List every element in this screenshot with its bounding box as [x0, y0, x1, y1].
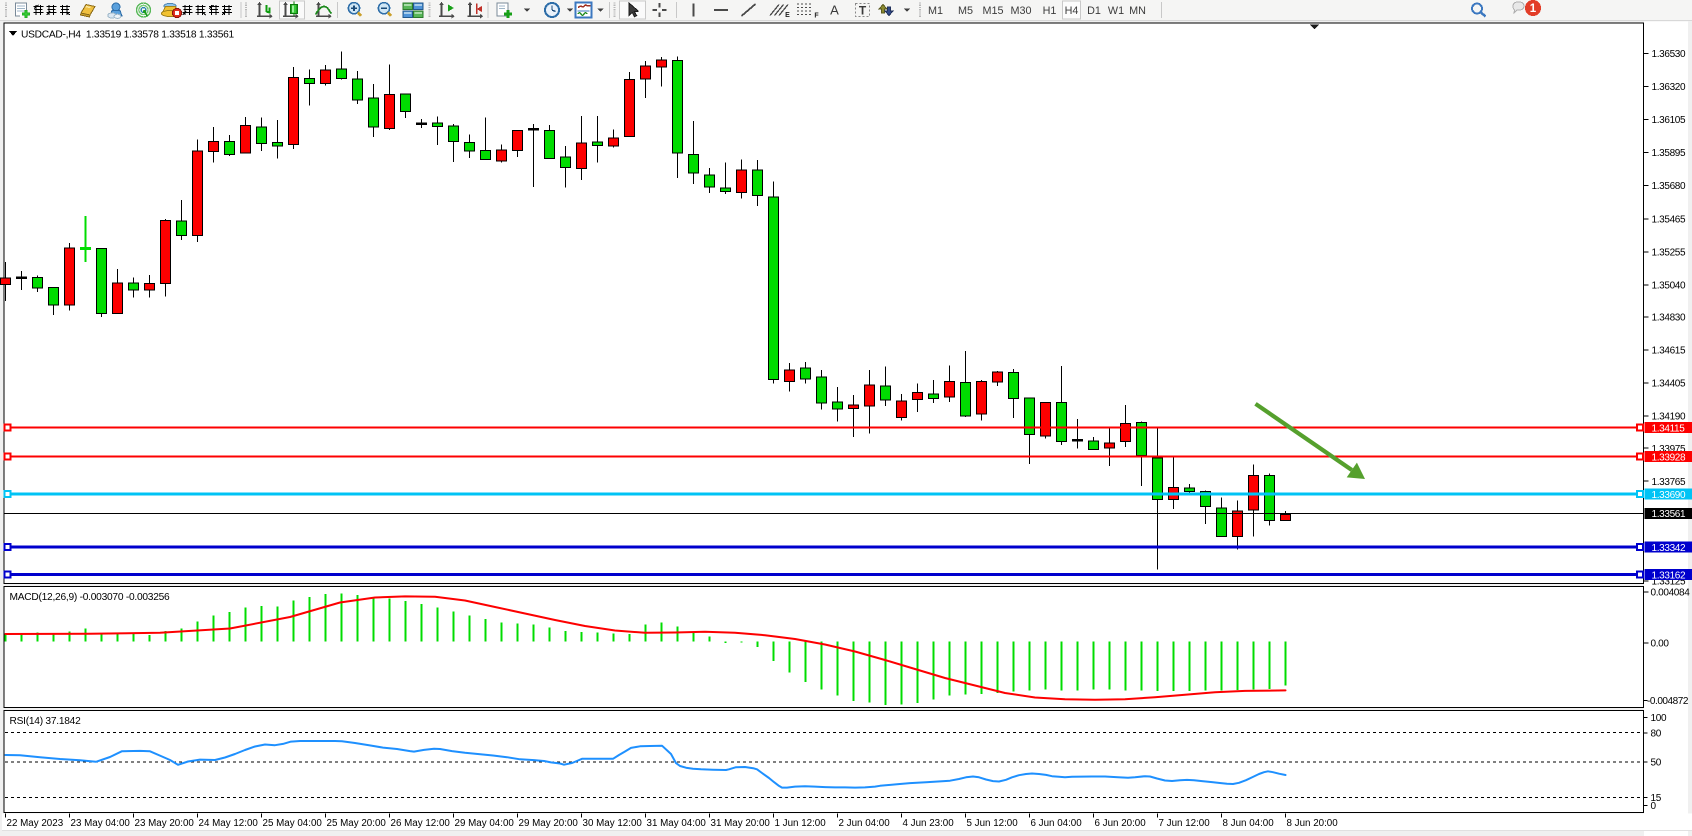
svg-text:29 May 04:00: 29 May 04:00 [455, 818, 515, 829]
svg-text:1.33765: 1.33765 [1652, 477, 1686, 488]
svg-text:1.33690: 1.33690 [1652, 490, 1686, 501]
svg-text:1.35680: 1.35680 [1652, 181, 1686, 192]
svg-text:MACD(12,26,9) -0.003070 -0.003: MACD(12,26,9) -0.003070 -0.003256 [10, 592, 171, 603]
svg-text:8 Jun 04:00: 8 Jun 04:00 [1223, 818, 1275, 829]
svg-text:W1: W1 [1108, 5, 1124, 17]
svg-text:MN: MN [1129, 5, 1146, 17]
svg-text:80: 80 [1651, 729, 1662, 740]
svg-text:29 May 20:00: 29 May 20:00 [519, 818, 579, 829]
svg-text:5 Jun 12:00: 5 Jun 12:00 [967, 818, 1019, 829]
svg-text:1.33342: 1.33342 [1652, 543, 1686, 554]
svg-text:M30: M30 [1010, 5, 1031, 17]
svg-text:1.35255: 1.35255 [1652, 248, 1686, 259]
svg-text:26 May 12:00: 26 May 12:00 [391, 818, 451, 829]
svg-text:1.33561: 1.33561 [1652, 509, 1686, 520]
svg-text:M5: M5 [958, 5, 973, 17]
svg-text:31 May 04:00: 31 May 04:00 [647, 818, 707, 829]
svg-text:7 Jun 12:00: 7 Jun 12:00 [1159, 818, 1211, 829]
svg-text:23 May 04:00: 23 May 04:00 [71, 818, 131, 829]
svg-text:1.36530: 1.36530 [1652, 49, 1686, 60]
svg-text:1.33975: 1.33975 [1652, 444, 1686, 455]
svg-text:H1: H1 [1043, 5, 1057, 17]
svg-text:1.34190: 1.34190 [1652, 412, 1686, 423]
svg-text:1.34615: 1.34615 [1652, 346, 1686, 357]
svg-text:22 May 2023: 22 May 2023 [7, 818, 64, 829]
svg-text:0.00: 0.00 [1651, 639, 1670, 650]
svg-text:6 Jun 20:00: 6 Jun 20:00 [1095, 818, 1147, 829]
svg-text:25 May 20:00: 25 May 20:00 [327, 818, 387, 829]
svg-text:30 May 12:00: 30 May 12:00 [583, 818, 643, 829]
svg-text:24 May 12:00: 24 May 12:00 [199, 818, 259, 829]
svg-text:1.35040: 1.35040 [1652, 281, 1686, 292]
svg-text:100: 100 [1651, 713, 1668, 724]
svg-text:0.004084: 0.004084 [1651, 588, 1691, 599]
svg-text:31 May 20:00: 31 May 20:00 [711, 818, 771, 829]
svg-text:1.36320: 1.36320 [1652, 82, 1686, 93]
svg-text:1.33162: 1.33162 [1652, 570, 1686, 581]
svg-text:6 Jun 04:00: 6 Jun 04:00 [1031, 818, 1083, 829]
svg-text:USDCAD-,H4 1.33519 1.33578 1.: USDCAD-,H4 1.33519 1.33578 1.33518 1.335… [21, 29, 235, 40]
svg-text:A: A [830, 3, 839, 18]
svg-text:2 Jun 04:00: 2 Jun 04:00 [839, 818, 891, 829]
svg-text:1.34405: 1.34405 [1652, 379, 1686, 390]
svg-text:RSI(14) 37.1842: RSI(14) 37.1842 [10, 716, 82, 727]
svg-text:1: 1 [1530, 3, 1537, 15]
svg-text:1.35465: 1.35465 [1652, 215, 1686, 226]
svg-text:E: E [785, 12, 790, 19]
svg-text:1 Jun 12:00: 1 Jun 12:00 [775, 818, 827, 829]
svg-text:F: F [814, 13, 819, 20]
svg-text:1.35895: 1.35895 [1652, 148, 1686, 159]
svg-text:1.34115: 1.34115 [1652, 423, 1686, 434]
svg-text:M1: M1 [928, 5, 943, 17]
svg-text:H4: H4 [1065, 5, 1079, 17]
svg-text:23 May 20:00: 23 May 20:00 [135, 818, 195, 829]
svg-text:15: 15 [1651, 793, 1662, 804]
svg-text:4 Jun 23:00: 4 Jun 23:00 [903, 818, 955, 829]
svg-text:1.34830: 1.34830 [1652, 313, 1686, 324]
svg-text:M15: M15 [982, 5, 1003, 17]
svg-text:1.33125: 1.33125 [1652, 577, 1686, 588]
svg-text:D1: D1 [1087, 5, 1101, 17]
svg-text:0: 0 [1651, 801, 1657, 812]
svg-text:25 May 04:00: 25 May 04:00 [263, 818, 323, 829]
svg-text:1.33928: 1.33928 [1652, 452, 1686, 463]
svg-text:50: 50 [1651, 758, 1662, 769]
svg-text:1.36105: 1.36105 [1652, 115, 1686, 126]
svg-text:8 Jun 20:00: 8 Jun 20:00 [1287, 818, 1339, 829]
svg-text:T: T [859, 4, 867, 18]
svg-text:-0.004872: -0.004872 [1647, 696, 1689, 707]
